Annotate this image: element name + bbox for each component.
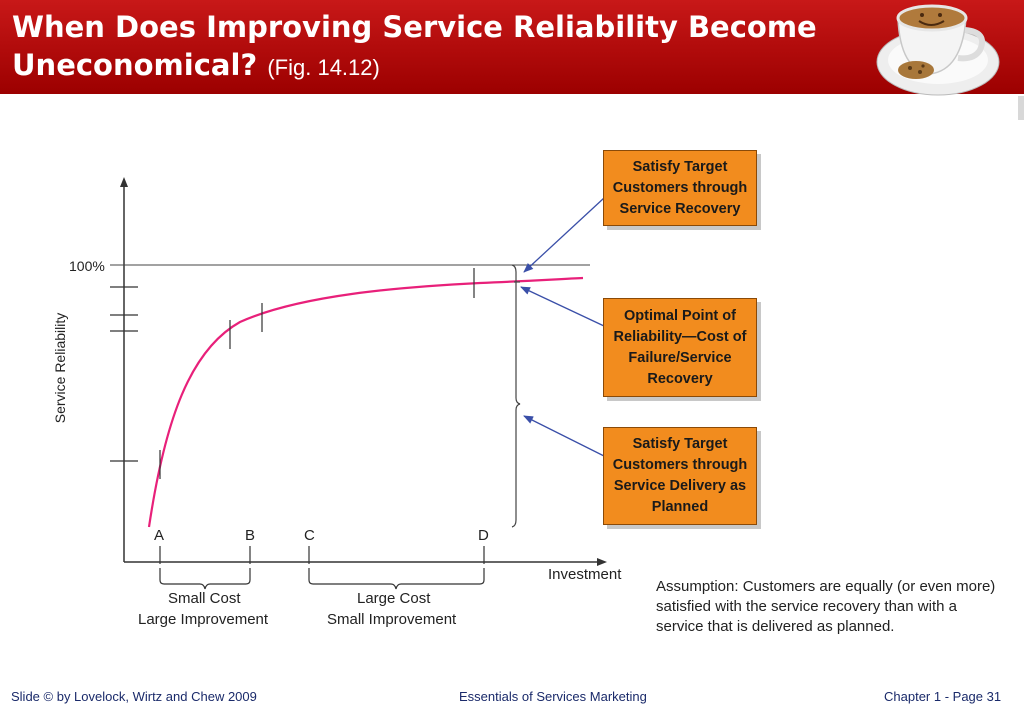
- hundred-percent-label: 100%: [69, 258, 105, 274]
- bracket-right-label-2: Small Improvement: [327, 611, 457, 628]
- box-line: Customers through: [612, 179, 748, 196]
- assumption-note: Assumption: Customers are equally (or ev…: [656, 578, 996, 635]
- box-line: Service Delivery as: [613, 478, 747, 494]
- figure-reference: (Fig. 14.12): [267, 55, 380, 80]
- point-label-a: A: [154, 527, 165, 544]
- y-axis-label: Service Reliability: [52, 312, 68, 424]
- box-line: Optimal Point of: [624, 307, 736, 324]
- footer-page-number: Chapter 1 - Page 31: [884, 689, 1002, 704]
- footer-course-title: Essentials of Services Marketing: [459, 689, 647, 704]
- coffee-cup-icon: [876, 4, 1000, 96]
- title-line-2: Uneconomical?: [12, 48, 258, 82]
- box-line: Recovery: [647, 370, 713, 387]
- box-line: Planned: [651, 499, 709, 515]
- arrow-optimal: [520, 286, 605, 327]
- title-line-1: When Does Improving Service Reliability …: [12, 10, 817, 44]
- box-line: Satisfy Target: [632, 436, 728, 452]
- bracket-left-label-1: Small Cost: [168, 590, 241, 607]
- point-label-c: C: [304, 527, 315, 544]
- vertical-brace: [511, 264, 521, 528]
- box-service-recovery: Satisfy Target Customers through Service…: [603, 150, 757, 226]
- bracket-right-label-1: Large Cost: [357, 590, 431, 607]
- box-line: Service Recovery: [619, 200, 741, 217]
- bracket-small-cost: [159, 568, 251, 590]
- reliability-curve: [147, 276, 584, 528]
- box-line: Reliability—Cost of: [613, 328, 747, 345]
- point-label-d: D: [478, 527, 489, 544]
- slide-title: When Does Improving Service Reliability …: [12, 8, 817, 87]
- arrow-delivery: [523, 415, 605, 457]
- point-label-b: B: [245, 527, 256, 544]
- footer-copyright: Slide © by Lovelock, Wirtz and Chew 2009: [11, 689, 257, 704]
- x-axis-label: Investment: [548, 566, 622, 583]
- box-line: Customers through: [612, 457, 748, 473]
- box-line: Satisfy Target: [632, 158, 728, 175]
- title-bar: When Does Improving Service Reliability …: [0, 0, 1024, 96]
- box-line: Failure/Service: [628, 349, 732, 366]
- bracket-left-label-2: Large Improvement: [138, 611, 269, 628]
- arrow-recovery: [523, 197, 605, 273]
- bracket-large-cost: [308, 568, 485, 590]
- box-service-delivery: Satisfy Target Customers through Service…: [603, 427, 757, 525]
- box-optimal-point: Optimal Point of Reliability—Cost of Fai…: [603, 298, 757, 397]
- slide-edge-marker: [1018, 96, 1024, 120]
